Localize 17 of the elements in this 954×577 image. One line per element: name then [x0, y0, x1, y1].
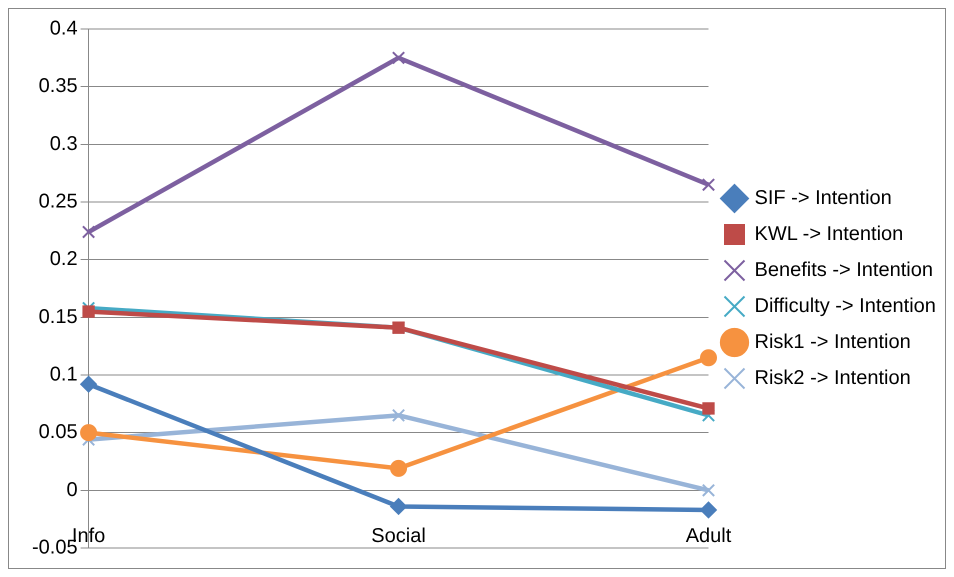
legend-label: Risk2 -> Intention — [754, 367, 911, 390]
x-tick-label: Social — [371, 524, 426, 547]
legend-label: SIF -> Intention — [754, 187, 892, 210]
y-tick-label: 0.15 — [38, 306, 78, 328]
y-tick-label: 0.05 — [38, 421, 78, 444]
y-tick-label: 0.2 — [50, 248, 78, 270]
legend-label: Benefits -> Intention — [754, 259, 933, 282]
y-tick-label: 0.1 — [50, 364, 78, 386]
legend-label: Difficulty -> Intention — [754, 295, 936, 318]
y-tick-label: 0.3 — [50, 132, 78, 155]
y-tick-label: 0.35 — [38, 75, 78, 98]
y-tick-label: 0.25 — [38, 190, 78, 213]
y-tick-label: 0.4 — [50, 18, 78, 40]
legend-label: KWL -> Intention — [754, 223, 904, 246]
x-tick-label: Adult — [686, 524, 732, 547]
legend-label: Risk1 -> Intention — [754, 331, 911, 354]
y-tick-label: 0 — [66, 478, 78, 501]
